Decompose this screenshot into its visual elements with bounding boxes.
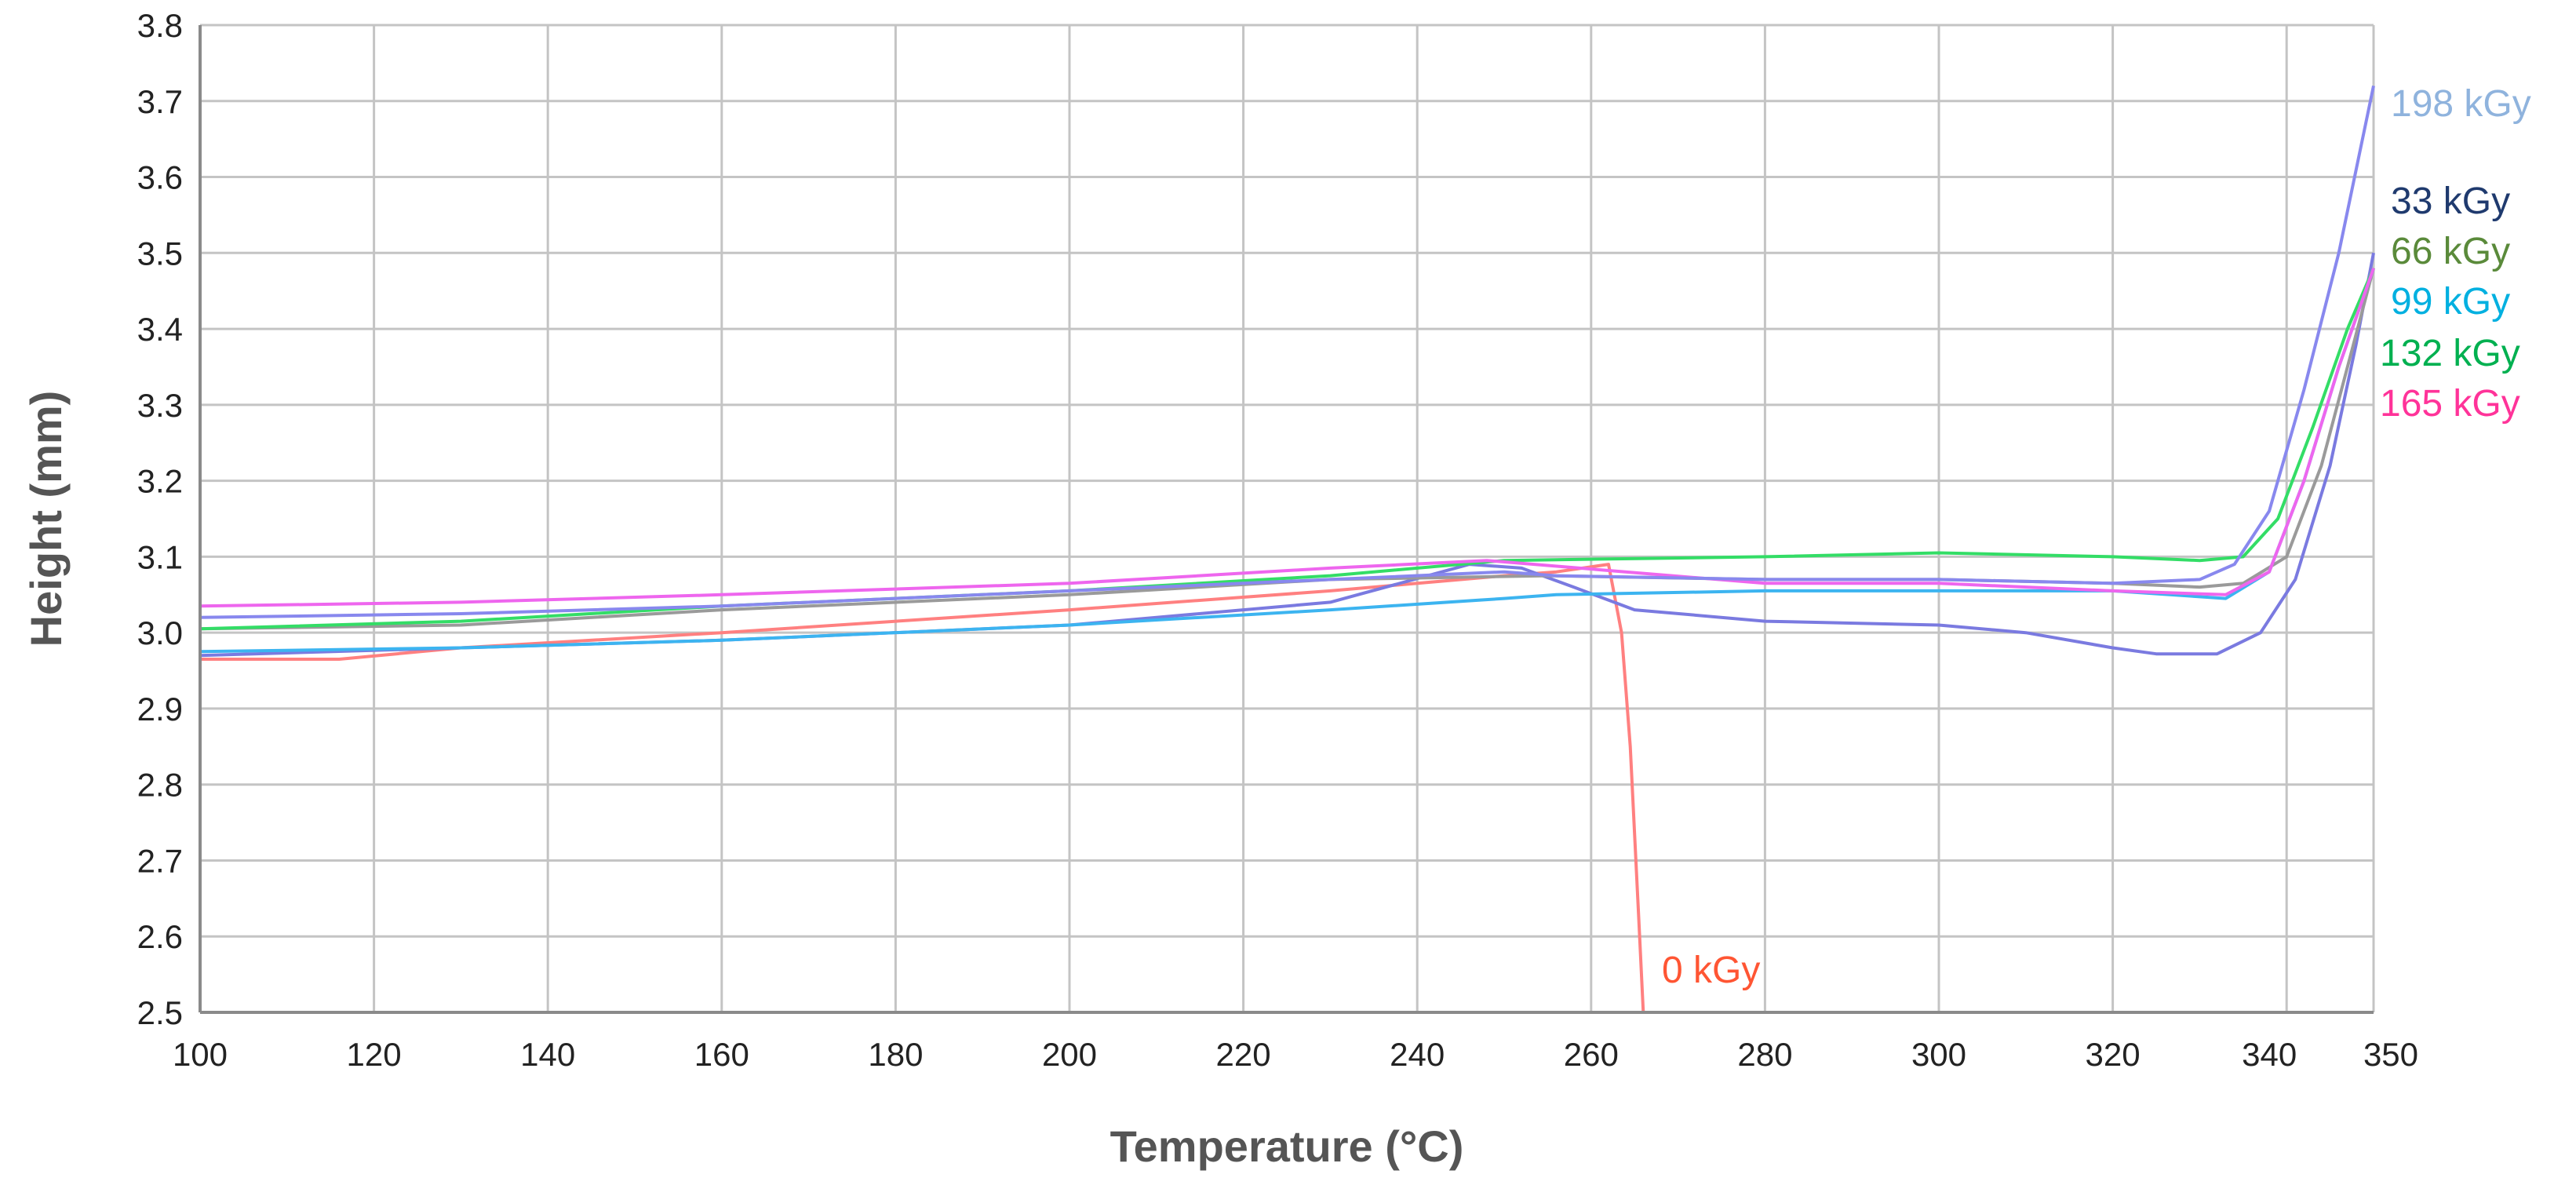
series-label-165-kgy: 165 kGy bbox=[2380, 383, 2520, 425]
y-tick-label: 3.5 bbox=[137, 235, 183, 272]
y-tick-label: 3.2 bbox=[137, 463, 183, 500]
x-tick-label: 140 bbox=[520, 1036, 575, 1073]
series-line-198-kgy bbox=[199, 85, 2375, 619]
series-label-66-kgy: 66 kGy bbox=[2391, 231, 2510, 272]
y-tick-label: 3.0 bbox=[137, 614, 183, 651]
x-tick-label: 200 bbox=[1042, 1036, 1097, 1073]
series-label-33-kgy: 33 kGy bbox=[2391, 180, 2510, 222]
x-tick-label: 340 bbox=[2242, 1036, 2297, 1073]
x-tick-label: 320 bbox=[2086, 1036, 2141, 1073]
x-tick-label: 260 bbox=[1564, 1036, 1619, 1073]
series-label-198-kgy: 198 kGy bbox=[2391, 83, 2531, 125]
x-tick-label: 100 bbox=[173, 1036, 228, 1073]
x-tick-label: 300 bbox=[1911, 1036, 1966, 1073]
x-axis-title: Temperature (°C) bbox=[1110, 1121, 1464, 1171]
y-tick-label: 2.9 bbox=[137, 691, 183, 727]
x-tick-label: 180 bbox=[868, 1036, 923, 1073]
y-tick-label: 2.6 bbox=[137, 918, 183, 955]
x-tick-label: 120 bbox=[347, 1036, 402, 1073]
x-tick-label: 240 bbox=[1390, 1036, 1445, 1073]
series-label-0-kgy: 0 kGy bbox=[1662, 950, 1760, 991]
x-axis-ticks: 100 120 140 160 180 200 220 240 260 280 300 320 340 3… bbox=[173, 1036, 2418, 1073]
y-tick-label: 3.1 bbox=[137, 538, 183, 575]
series-labels: 0 kGy 33 kGy 66 kGy 99 kGy 132 kGy 165 kGy 198… bbox=[1662, 83, 2531, 991]
y-tick-label: 3.7 bbox=[137, 83, 183, 120]
y-tick-label: 2.5 bbox=[137, 994, 183, 1031]
x-tick-label: 350 bbox=[2363, 1036, 2418, 1073]
series-label-132-kgy: 132 kGy bbox=[2380, 333, 2520, 374]
y-tick-label: 2.8 bbox=[137, 767, 183, 804]
x-tick-label: 280 bbox=[1737, 1036, 1792, 1073]
series-line-165-kgy bbox=[199, 268, 2375, 608]
series-layer bbox=[199, 85, 2375, 1013]
x-tick-label: 160 bbox=[694, 1036, 749, 1073]
y-axis-title: Height (mm) bbox=[21, 391, 71, 647]
y-tick-label: 3.8 bbox=[137, 7, 183, 44]
y-tick-label: 2.7 bbox=[137, 842, 183, 879]
y-tick-label: 3.4 bbox=[137, 311, 183, 348]
y-tick-label: 3.3 bbox=[137, 387, 183, 424]
y-axis-ticks: 2.5 2.6 2.7 2.8 2.9 3.0 3.1 3.2 3.3 3.4 3.5 3.6 3.7 3… bbox=[137, 7, 183, 1031]
gridlines bbox=[199, 24, 2375, 1014]
series-label-99-kgy: 99 kGy bbox=[2391, 281, 2510, 323]
axis-frame bbox=[199, 25, 2374, 1014]
y-tick-label: 3.6 bbox=[137, 159, 183, 196]
x-tick-label: 220 bbox=[1216, 1036, 1271, 1073]
